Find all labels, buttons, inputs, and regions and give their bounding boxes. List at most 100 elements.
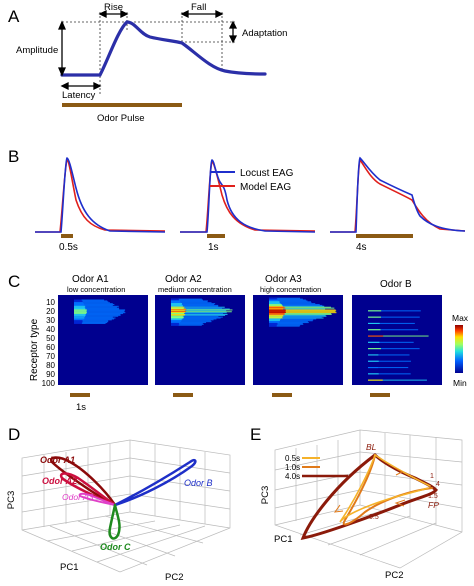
heatmap-row-peak <box>74 303 84 305</box>
heatmap-row <box>269 318 317 320</box>
heatmap-row-peak <box>171 324 179 326</box>
amplitude-arrow <box>58 20 66 77</box>
heatmap-row-peak <box>74 304 84 306</box>
heatmap-row <box>269 307 335 309</box>
heatmap-row-peak <box>269 323 278 325</box>
heatmap-row-peak <box>74 322 83 324</box>
odor-pulse-bar <box>62 103 182 107</box>
heatmap-row-peak <box>74 299 82 301</box>
heatmap-row <box>74 302 110 304</box>
heatmap-row-peak <box>171 305 183 307</box>
panel-a: Rise Fall Adaptation Amplitude Latency O… <box>16 2 287 124</box>
heatmap-row-peak <box>269 322 279 324</box>
legend-label-locust: Locust EAG <box>240 168 294 179</box>
heatmap-title-b: Odor B <box>380 279 412 290</box>
heatmap-row <box>269 322 309 324</box>
heatmap-row-peak <box>269 318 281 320</box>
heatmap-title-a2: Odor A2 <box>165 274 202 285</box>
heatmap-row <box>269 322 303 324</box>
heatmap-title-a1: Odor A1 <box>72 274 109 285</box>
colorbar-max-label: Max <box>452 313 469 323</box>
heatmap-title-a3: Odor A3 <box>265 274 302 285</box>
heatmap-row <box>74 313 121 315</box>
heatmap-row-peak <box>269 313 285 315</box>
heatmap-row-peak <box>171 321 182 323</box>
heatmap-row-peak <box>171 310 185 312</box>
heatmap-row <box>269 317 324 319</box>
heatmap-row <box>171 321 212 323</box>
heatmap-background <box>352 295 442 385</box>
heatmap-row <box>171 302 212 304</box>
heatmap-row-peak <box>269 324 277 326</box>
heatmap-row-peak <box>269 317 283 319</box>
heatmap-row <box>269 320 313 322</box>
heatmap-row-peak <box>74 311 87 313</box>
heatmap-row-peak <box>269 311 286 313</box>
heatmap-row-peak <box>368 316 381 318</box>
heatmaps <box>58 295 442 385</box>
heatmap-row-peak <box>171 322 180 324</box>
heatmap-row-peak <box>171 303 183 305</box>
scale-bar-a1 <box>70 393 90 397</box>
heatmap-row-peak <box>74 308 86 310</box>
heatmap-row <box>74 320 109 322</box>
model-eag-trace <box>35 159 166 233</box>
heatmap-row <box>171 322 207 324</box>
heatmap-row <box>74 321 109 323</box>
heatmap-row-peak <box>269 302 280 304</box>
heatmap-row <box>74 311 125 313</box>
adaptation-label: Adaptation <box>242 28 287 39</box>
heatmap-row <box>74 310 125 312</box>
adaptation-arrow <box>228 20 238 44</box>
heatmap-row-peak <box>269 304 282 306</box>
heatmap-row-peak <box>269 315 284 317</box>
heatmap-row <box>269 298 303 300</box>
heatmap-row-peak <box>171 313 186 315</box>
pc1-axis-label: PC1 <box>60 562 78 573</box>
heatmap-row-peak <box>74 306 85 308</box>
3d-grid <box>274 429 463 569</box>
heatmap-row-peak <box>171 318 183 320</box>
heatmap-row <box>269 311 336 313</box>
heatmap-row-peak <box>74 305 86 307</box>
heatmap-row-peak <box>171 313 185 315</box>
heatmap-row-peak <box>269 297 277 299</box>
heatmap-row <box>74 304 115 306</box>
heatmap-row-peak <box>368 329 381 331</box>
heatmap-row <box>368 367 409 369</box>
heatmap-row <box>171 309 233 311</box>
heatmap-row-peak <box>171 315 183 317</box>
heatmap-row <box>171 311 232 313</box>
pulse-bar <box>207 234 225 238</box>
heatmap-row-peak <box>171 309 187 311</box>
heatmap-row-peak <box>171 316 184 318</box>
receptor-tick-label: 90 <box>46 370 55 379</box>
heatmap-row <box>269 309 336 311</box>
heatmap-row-peak <box>171 311 187 313</box>
amplitude-label: Amplitude <box>16 45 58 56</box>
heatmap-row-peak <box>171 308 186 310</box>
heatmap-row-peak <box>74 309 87 311</box>
receptor-tick-label: 100 <box>42 379 56 388</box>
heatmap-0 <box>58 295 148 385</box>
legend-label-0p5s: 0.5s <box>285 454 300 463</box>
heatmap-row-peak <box>269 322 278 324</box>
odor-b-label: Odor B <box>184 478 213 488</box>
heatmap-row-peak <box>74 304 85 306</box>
heatmap-row <box>269 301 312 303</box>
annotation-1p5: 1.5 <box>428 493 438 500</box>
heatmap-row <box>74 301 109 303</box>
heatmap-row-peak <box>171 312 185 314</box>
heatmap-row <box>269 319 314 321</box>
heatmap-row <box>74 308 120 310</box>
odor-trajectories <box>49 456 197 540</box>
heatmap-row <box>269 300 308 302</box>
heatmap-row-peak <box>171 307 184 309</box>
heatmap-row <box>171 317 221 319</box>
heatmap-row-peak <box>269 304 283 306</box>
heatmap-row <box>269 312 337 314</box>
heatmap-row <box>74 300 108 302</box>
heatmap-row-peak <box>368 348 381 350</box>
heatmap-row <box>269 306 331 308</box>
heatmap-row-peak <box>171 306 185 308</box>
